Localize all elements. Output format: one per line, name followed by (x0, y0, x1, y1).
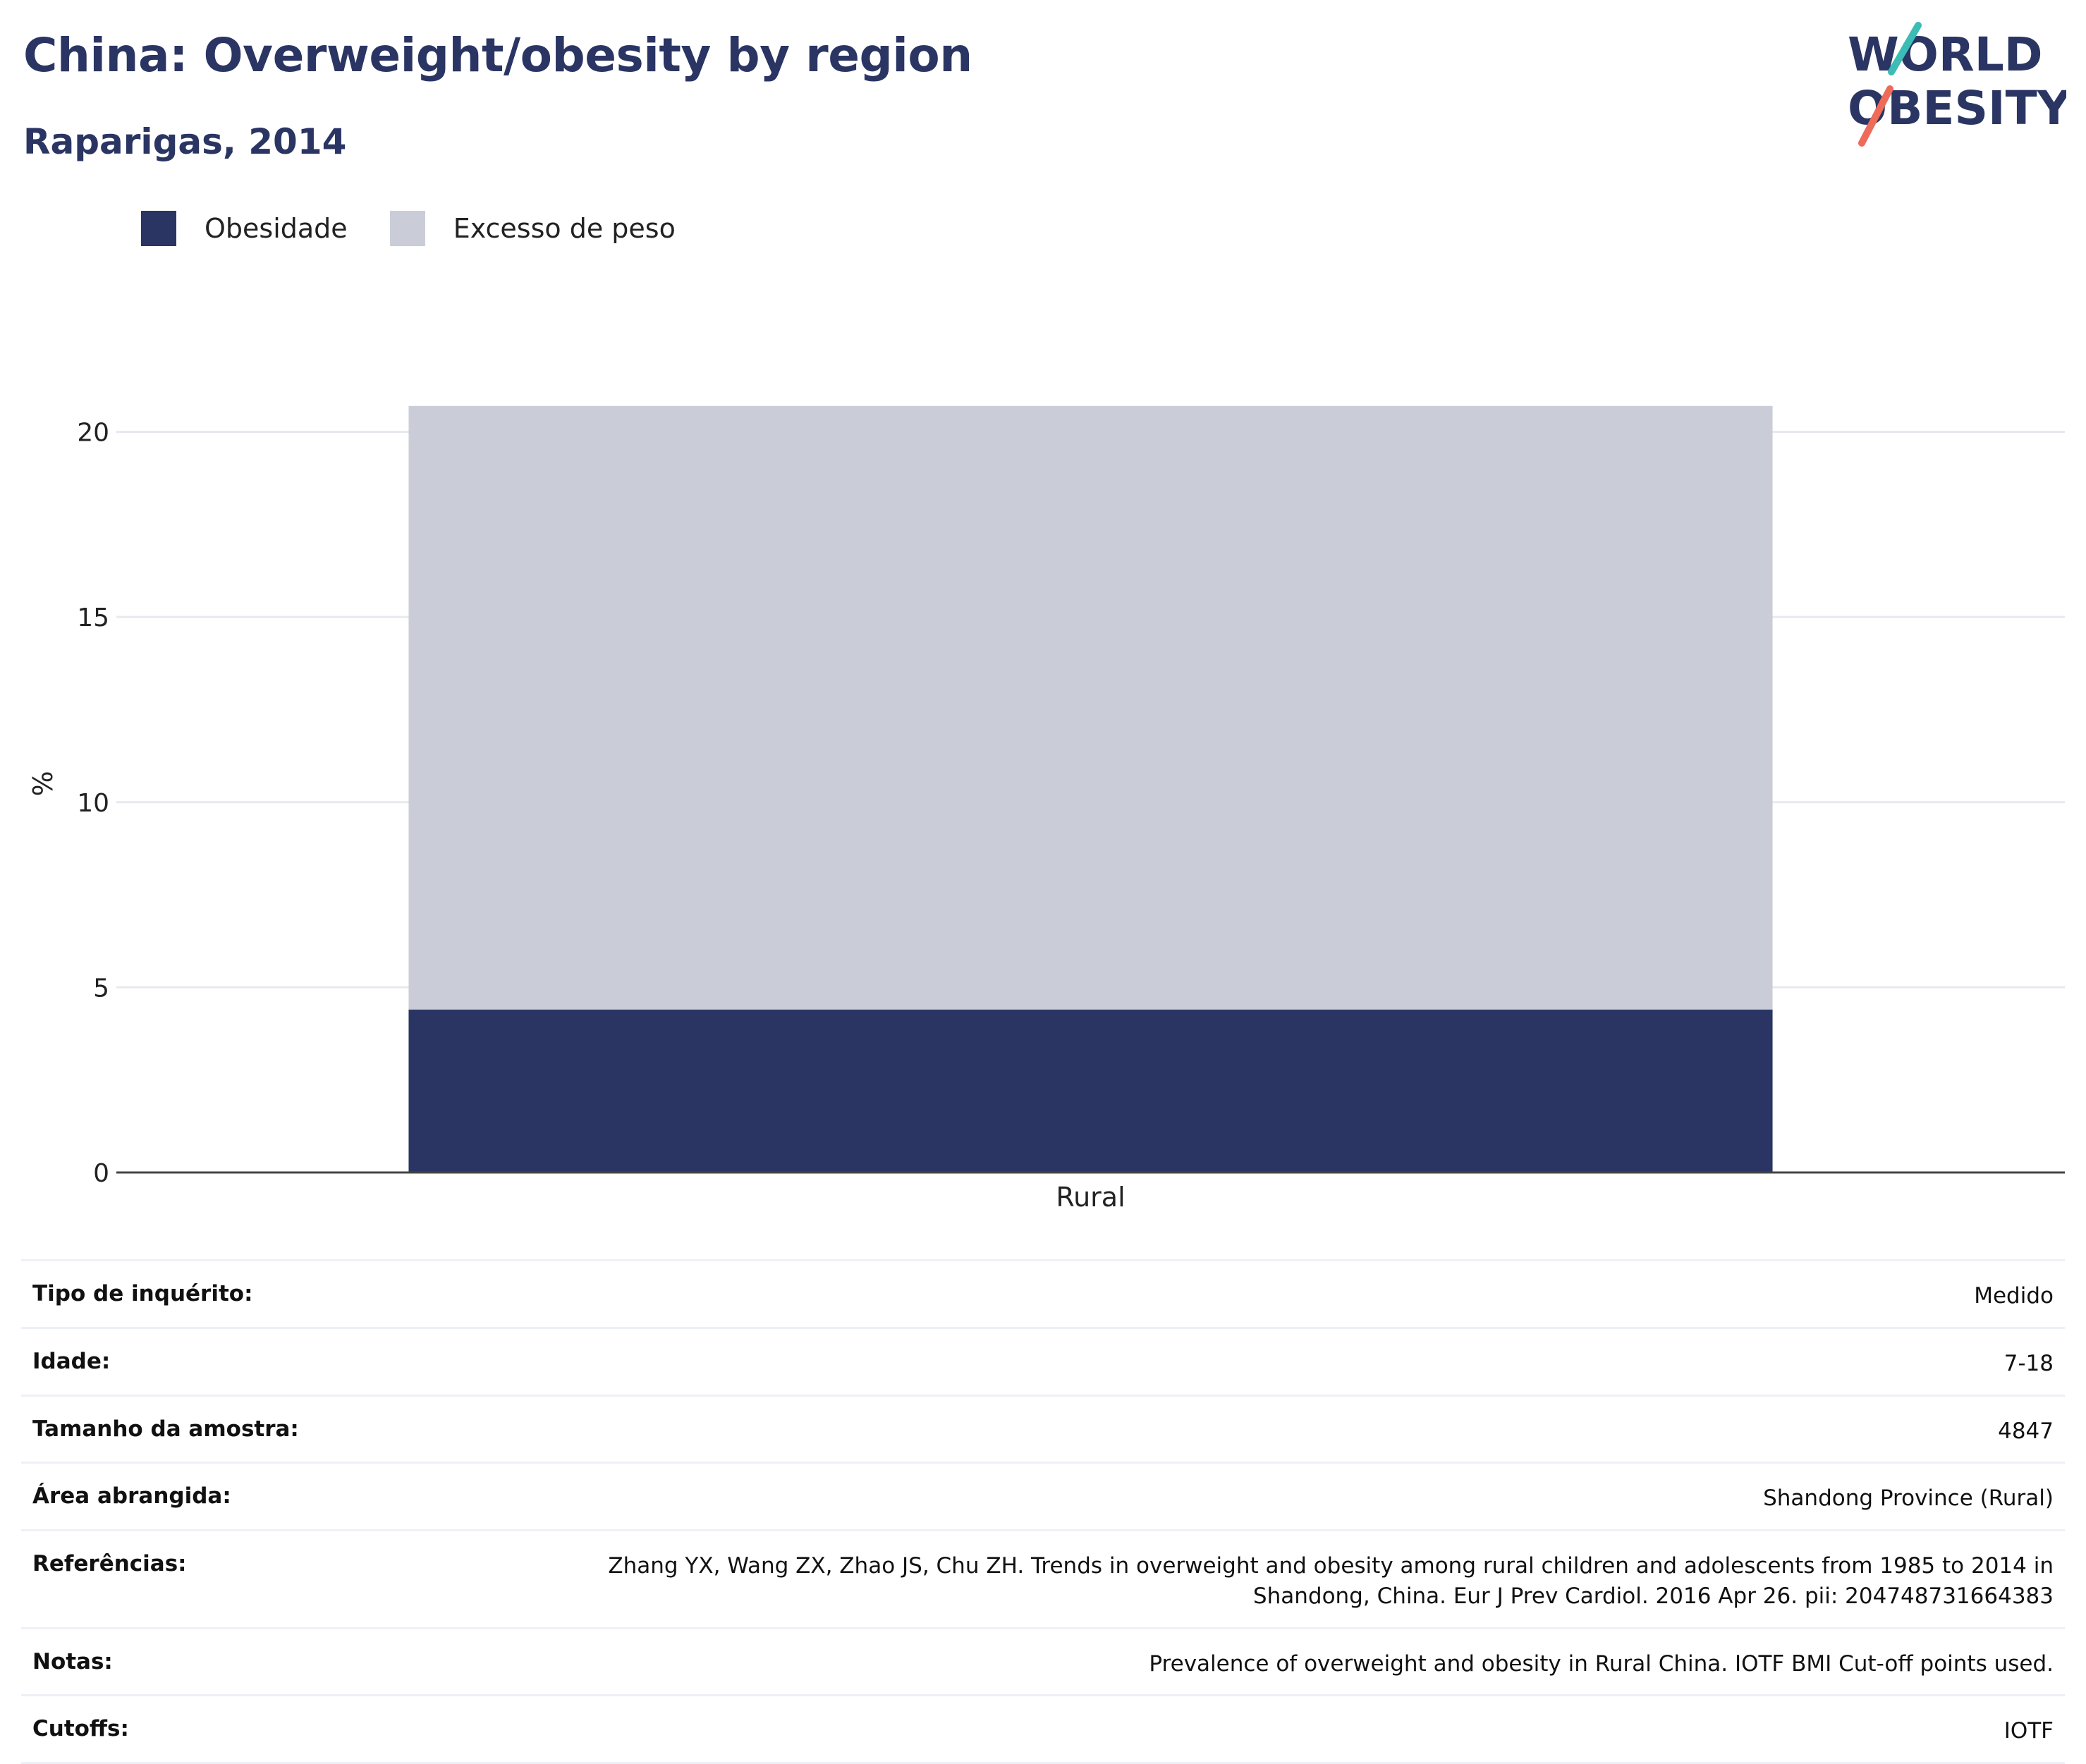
bar-overweight-rural (408, 405, 1773, 1010)
x-tick-label: Rural (1056, 1182, 1125, 1213)
info-label: Notas: (32, 1648, 113, 1674)
info-row-sample-size: Tamanho da amostra: 4847 (21, 1394, 2065, 1462)
info-row-notes: Notas: Prevalence of overweight and obes… (21, 1627, 2065, 1695)
y-axis: 0 5 10 15 20% (28, 419, 109, 1188)
chart-subtitle: Raparigas, 2014 (23, 121, 347, 162)
info-label: Referências: (32, 1551, 187, 1577)
info-value: Shandong Province (Rural) (1763, 1486, 2054, 1512)
info-value: Prevalence of overweight and obesity in … (1149, 1650, 2054, 1677)
y-tick-label: 5 (93, 974, 109, 1003)
y-tick-label: 20 (77, 419, 109, 448)
legend-item-overweight[interactable]: Excesso de peso (389, 211, 676, 246)
info-row-references: Referências: Zhang YX, Wang ZX, Zhao JS,… (21, 1529, 2065, 1627)
info-row-age: Idade: 7-18 (21, 1326, 2065, 1395)
y-tick-label: 0 (93, 1159, 109, 1188)
info-row-cutoffs: Cutoffs: IOTF (21, 1694, 2065, 1764)
legend-swatch-overweight (389, 211, 425, 246)
info-row-area: Área abrangida: Shandong Province (Rural… (21, 1462, 2065, 1529)
y-tick-label: 10 (77, 789, 109, 818)
x-axis: Rural (116, 1171, 2065, 1213)
logo-line1: WORLD (1848, 27, 2043, 82)
logo-slash-coral (1858, 85, 1893, 147)
legend-swatch-obesity (141, 211, 176, 246)
info-value: Zhang YX, Wang ZX, Zhao JS, Chu ZH. Tren… (608, 1553, 2054, 1609)
info-value: 4847 (1998, 1418, 2054, 1444)
logo-line2: OBESITY (1848, 81, 2066, 135)
legend-label-obesity: Obesidade (205, 213, 348, 244)
info-value: Medido (1974, 1283, 2054, 1309)
info-value: 7-18 (2003, 1350, 2054, 1376)
info-label: Tamanho da amostra: (32, 1416, 299, 1442)
info-row-survey-type: Tipo de inquérito: Medido (21, 1259, 2065, 1327)
info-label: Cutoffs: (32, 1716, 129, 1742)
legend-item-obesity[interactable]: Obesidade (141, 211, 348, 246)
info-value: IOTF (2003, 1718, 2054, 1744)
bar-obesity-rural (408, 1009, 1773, 1172)
y-axis-label: % (28, 771, 59, 796)
y-tick-label: 15 (77, 604, 109, 632)
bars (408, 405, 1773, 1172)
legend-label-overweight: Excesso de peso (453, 213, 676, 244)
logo-slash-teal (1888, 22, 1922, 75)
info-label: Idade: (32, 1348, 111, 1374)
info-table: Tipo de inquérito: Medido Idade: 7-18 Ta… (21, 1259, 2065, 1764)
chart-legend: Obesidade Excesso de peso (141, 209, 718, 248)
info-label: Área abrangida: (32, 1483, 231, 1509)
chart-title: China: Overweight/obesity by region (23, 28, 972, 82)
bar-chart: 0 5 10 15 20% Rural (28, 405, 2065, 1213)
info-label: Tipo de inquérito: (32, 1281, 253, 1306)
world-obesity-logo: WORLD OBESITY (1848, 22, 2066, 147)
